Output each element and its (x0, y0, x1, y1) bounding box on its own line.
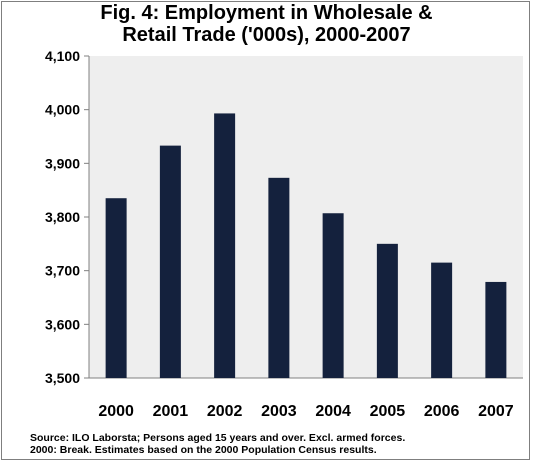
y-tick-label: 3,600 (45, 316, 80, 332)
bar-2004 (322, 213, 344, 378)
x-tick-label: 2006 (424, 403, 460, 420)
x-tick-label: 2007 (478, 403, 514, 420)
y-tick-label: 3,700 (45, 263, 80, 279)
plot-area (89, 56, 523, 378)
bar-2005 (376, 243, 398, 378)
x-tick-label: 2004 (315, 403, 351, 420)
bar-2001 (159, 145, 181, 378)
bar-2006 (431, 262, 453, 378)
x-tick-label: 2002 (207, 403, 243, 420)
x-tick-label: 2000 (98, 403, 134, 420)
y-tick-label: 4,000 (45, 102, 80, 118)
y-tick-label: 3,900 (45, 155, 80, 171)
bar-2003 (268, 177, 290, 378)
x-tick-label: 2005 (370, 403, 406, 420)
y-tick-label: 3,800 (45, 209, 80, 225)
x-tick-label: 2001 (153, 403, 189, 420)
y-tick-label: 4,100 (45, 48, 80, 64)
bar-2002 (214, 113, 236, 378)
source-note-line-1: Source: ILO Laborsta; Persons aged 15 ye… (30, 432, 406, 444)
bar-2000 (105, 198, 127, 378)
bar-2007 (485, 281, 507, 378)
chart-title-line-2: Retail Trade ('000s), 2000-2007 (122, 24, 411, 46)
x-tick-label: 2003 (261, 403, 297, 420)
y-tick-label: 3,500 (45, 370, 80, 386)
source-note-line-2: 2000: Break. Estimates based on the 2000… (30, 444, 377, 456)
chart-title-line-1: Fig. 4: Employment in Wholesale & (100, 2, 433, 24)
